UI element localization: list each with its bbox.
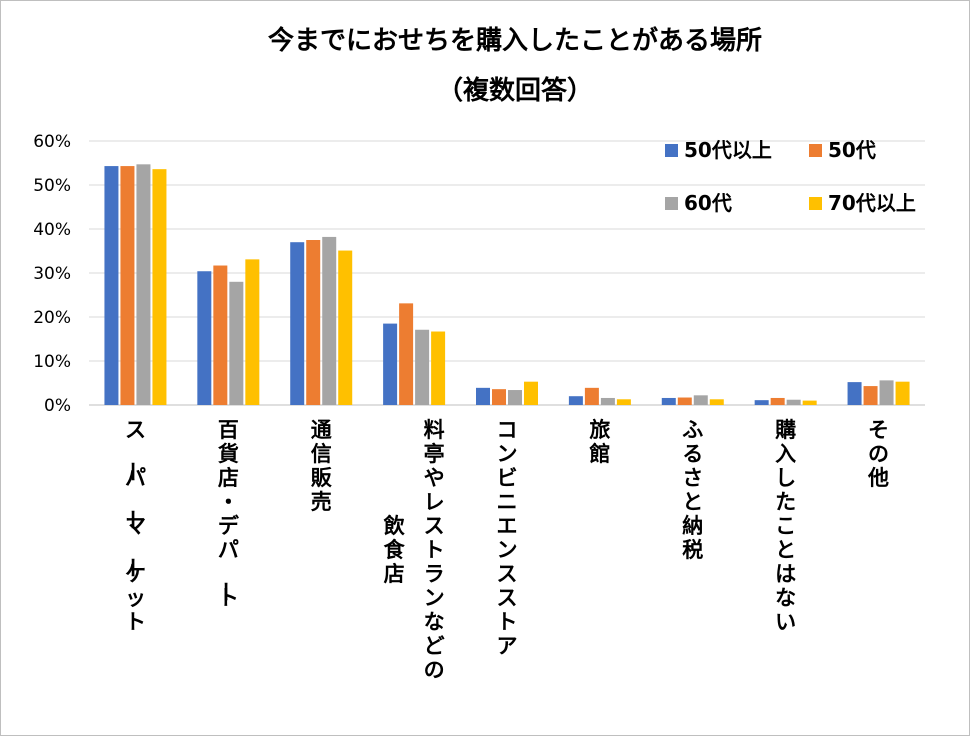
bar: [213, 265, 228, 405]
bar: [120, 166, 135, 405]
bar: [568, 396, 583, 405]
bar: [524, 381, 538, 405]
y-axis: 0% 10% 20% 30% 40% 50% 60%: [33, 132, 71, 416]
category-label: その他: [867, 418, 889, 490]
legend-swatch: [665, 144, 678, 157]
category-label: 旅館: [589, 418, 610, 466]
category-label: ふるさと納税: [682, 418, 703, 562]
bar: [415, 329, 430, 405]
bar: [104, 166, 119, 405]
bar: [229, 281, 244, 405]
bar: [754, 400, 769, 405]
bar: [197, 271, 212, 405]
bar: [152, 169, 167, 405]
legend-swatch: [809, 197, 822, 210]
bar: [245, 259, 260, 405]
bar: [383, 323, 398, 405]
category-label: 飲食店: [383, 514, 406, 586]
bar: [338, 250, 353, 405]
bar: [476, 387, 490, 405]
bar: [709, 399, 724, 405]
category-label: スーパーマーケット: [120, 418, 146, 634]
bar: [399, 303, 414, 405]
category-label: 通信販売: [311, 418, 333, 514]
y-tick-label: 40%: [33, 220, 71, 240]
bar: [693, 395, 708, 405]
legend-label: 60代: [684, 191, 732, 215]
bar: [847, 382, 862, 405]
category-label: 百貨店・デパート: [213, 418, 240, 610]
chart-subtitle: （複数回答）: [437, 75, 593, 106]
bar: [136, 164, 151, 405]
bar: [786, 399, 801, 405]
bar: [600, 397, 615, 405]
category-label: 料亭やレストランなどの: [424, 418, 445, 682]
y-tick-label: 0%: [44, 396, 71, 416]
bar: [431, 331, 446, 405]
y-tick-label: 10%: [33, 352, 71, 372]
bar: [895, 381, 910, 405]
y-tick-label: 30%: [33, 264, 71, 284]
bar: [879, 380, 894, 405]
bar: [584, 387, 599, 405]
legend-label: 70代以上: [828, 191, 916, 215]
legend-label: 50代以上: [684, 138, 772, 162]
bar: [863, 386, 878, 405]
bar: [322, 236, 337, 405]
bars: [104, 164, 910, 405]
legend-swatch: [665, 197, 678, 210]
legend-label: 50代: [828, 138, 876, 162]
y-tick-label: 20%: [33, 308, 71, 328]
category-label: コンビニエンスストア: [497, 418, 518, 658]
bar: [770, 397, 785, 405]
bar: [508, 390, 522, 405]
legend: 50代以上 50代 60代 70代以上: [665, 138, 916, 215]
legend-swatch: [809, 144, 822, 157]
bar: [616, 399, 631, 405]
bar: [290, 242, 305, 405]
bar: [661, 397, 676, 405]
bar: [306, 240, 321, 405]
grid-lines: [89, 140, 925, 406]
chart-title: 今までにおせちを購入したことがある場所: [268, 25, 762, 56]
y-tick-label: 60%: [33, 132, 71, 152]
category-label: 購入したことはない: [774, 418, 796, 634]
bar: [802, 400, 817, 405]
bar: [677, 397, 692, 405]
bar: [492, 389, 506, 405]
y-tick-label: 50%: [33, 176, 71, 196]
